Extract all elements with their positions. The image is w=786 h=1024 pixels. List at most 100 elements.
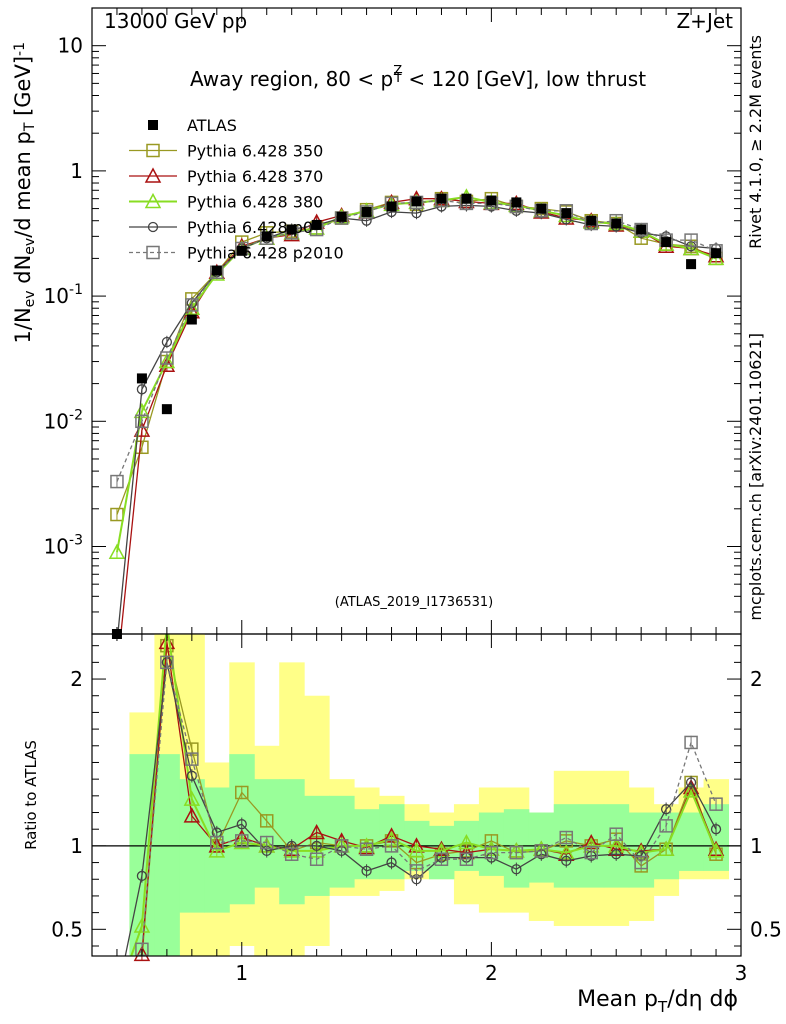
ratio-marker-1	[308, 823, 325, 840]
title-part: < 120 [GeV], low thrust	[402, 67, 646, 91]
header-energy: 13000 GeV pp	[104, 9, 247, 33]
title-part: Away region, 80 < p	[190, 67, 393, 91]
header-process: Z+Jet	[676, 9, 733, 33]
ratio-marker-4	[284, 847, 299, 861]
ratio-marker-4	[534, 844, 549, 858]
series-marker-5	[135, 414, 149, 429]
series-marker-4	[136, 384, 148, 395]
series-marker-5	[409, 195, 424, 210]
title-part: Z	[393, 64, 402, 79]
atlas-data-point	[436, 193, 447, 204]
ratio-marker-4	[309, 852, 324, 866]
main-y-axis-label: 1/Nev dNev/d mean pT [GeV]-1	[11, 42, 38, 343]
ratio-marker-4	[684, 735, 698, 750]
ratio-marker-4	[584, 845, 598, 860]
ratio-marker-4	[609, 827, 623, 841]
y-label-part: [GeV]	[11, 56, 35, 123]
legend-label: Pythia 6.428 350	[187, 142, 323, 161]
atlas-data-point	[386, 201, 397, 212]
ratio-marker-3	[561, 855, 572, 867]
atlas-data-point	[261, 231, 272, 242]
y-label-part: 1/N	[11, 307, 35, 343]
legend-marker	[146, 143, 160, 158]
y-tick-label: 10	[58, 34, 83, 58]
legend-marker	[144, 192, 162, 209]
ratio-marker-4	[659, 819, 673, 833]
atlas-data-point	[711, 248, 722, 259]
rivet-version-label: Rivet 4.1.0, ≥ 2.2M events	[746, 35, 765, 249]
atlas-data-point	[686, 259, 697, 270]
ratio-marker-4	[359, 842, 374, 856]
atlas-data-point	[561, 208, 572, 219]
atlas-data-point	[536, 203, 547, 214]
y-tick-label: 10-2	[44, 407, 83, 433]
series-line-4	[117, 204, 717, 634]
title-part: T	[393, 71, 402, 86]
ratio-marker-4	[559, 830, 574, 845]
ratio-marker-3	[611, 849, 622, 860]
x-label-part: Mean p	[577, 987, 658, 1012]
y-label-part: -1	[12, 42, 28, 56]
series-marker-5	[359, 205, 374, 219]
legend-label: ATLAS	[187, 116, 237, 135]
ratio-marker-4	[709, 797, 723, 811]
series-marker-5	[185, 298, 199, 312]
atlas-data-point	[461, 193, 472, 204]
x-label-part: T	[657, 998, 668, 1016]
ratio-marker-4	[384, 839, 399, 853]
legend-label: Pythia 6.428 370	[187, 167, 323, 186]
ratio-marker-4	[434, 852, 449, 866]
y-tick-label: 1	[70, 159, 83, 183]
atlas-data-point	[486, 195, 497, 206]
y-label-part: dN	[11, 255, 35, 291]
x-tick-label: 3	[735, 961, 748, 985]
atlas-data-point	[311, 219, 322, 230]
atlas-data-point	[586, 215, 597, 226]
x-tick-label: 2	[485, 961, 498, 985]
ratio-marker-4	[484, 845, 499, 860]
ratio-y-tick-label: 0.5	[51, 917, 83, 941]
atlas-data-point	[136, 373, 147, 384]
ratio-marker-3	[685, 777, 697, 788]
atlas-data-point	[236, 245, 247, 256]
y-label-part: ev	[22, 290, 38, 307]
series-marker-5	[684, 233, 698, 247]
ratio-y-tick-label-right: 1	[750, 834, 763, 858]
ratio-marker-2	[458, 833, 475, 850]
series-marker-5	[160, 351, 174, 365]
ratio-marker-2	[183, 790, 201, 806]
ratio-marker-4	[210, 835, 224, 850]
ratio-marker-2	[133, 917, 151, 933]
ratio-marker-3	[386, 857, 397, 868]
atlas-data-point	[661, 237, 672, 248]
legend-label: Pythia 6.428 p0	[187, 218, 313, 237]
ratio-marker-3	[236, 819, 247, 830]
ratio-marker-0	[235, 785, 249, 800]
y-label-part: T	[22, 122, 38, 132]
ratio-marker-3	[511, 864, 522, 875]
ratio-y-tick-label-right: 0.5	[750, 917, 782, 941]
atlas-data-point	[161, 404, 172, 415]
series-marker-2	[158, 356, 176, 373]
uncertainty-band-stat	[154, 754, 180, 956]
y-label-part: ev	[22, 238, 38, 255]
series-marker-4	[161, 336, 173, 348]
ratio-marker-4	[235, 834, 249, 848]
x-label-part: /dη dϕ	[667, 987, 738, 1012]
plot-title: Away region, 80 < pZT < 120 [GeV], low t…	[190, 64, 646, 91]
x-axis-label: Mean pT/dη dϕ	[577, 987, 738, 1016]
ratio-y-tick-label-right: 2	[750, 667, 763, 691]
y-tick-label: 10-3	[44, 532, 83, 558]
ratio-marker-3	[361, 865, 372, 877]
series-marker-3	[108, 543, 126, 559]
ratio-marker-4	[259, 835, 274, 850]
legend-label: Pythia 6.428 p2010	[187, 244, 344, 263]
ratio-marker-3	[136, 870, 148, 882]
ratio-marker-2	[233, 833, 251, 850]
y-label-part: /d mean p	[11, 131, 35, 238]
ratio-marker-0	[259, 814, 274, 828]
mcplots-label: mcplots.cern.ch [arXiv:2401.10621]	[746, 333, 765, 621]
ratio-panel: 0.5 0.5 1 1 2 2 1 2 3 Ratio to ATLAS Mean pT/dη dϕ	[22, 633, 782, 1016]
